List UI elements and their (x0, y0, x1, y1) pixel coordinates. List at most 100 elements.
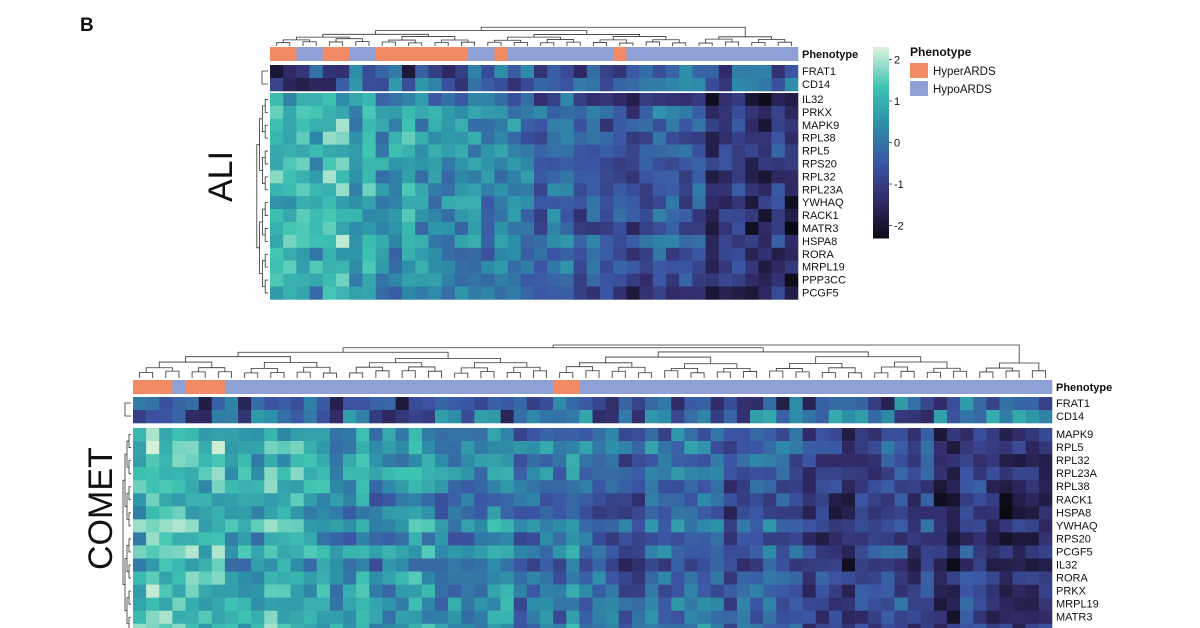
heatmap-cell (841, 545, 856, 559)
heatmap-cell (631, 597, 646, 611)
heatmap-cell (1025, 623, 1040, 628)
heatmap-cell (973, 397, 987, 411)
heatmap-cell (402, 247, 416, 261)
heatmap-cell (428, 157, 442, 171)
heatmap-cell (283, 209, 297, 223)
colorbar-segment (873, 104, 889, 108)
heatmap-cell (238, 519, 252, 533)
heatmap-cell (375, 209, 390, 223)
heatmap-cell (553, 410, 567, 424)
heatmap-cell (710, 558, 725, 572)
heatmap-cell (454, 196, 469, 210)
heatmap-cell (618, 480, 633, 494)
heatmap-cell (631, 467, 646, 481)
heatmap-cell (224, 545, 239, 559)
heatmap-cell (692, 183, 706, 197)
heatmap-cell (159, 584, 173, 598)
heatmap-cell (784, 105, 799, 120)
heatmap-cell (592, 623, 606, 628)
gene-label: RPL32 (802, 171, 836, 183)
heatmap-cell (710, 597, 725, 611)
heatmap-cell (894, 410, 908, 424)
heatmap-cell (277, 623, 291, 628)
heatmap-cell (626, 93, 640, 107)
heatmap-cell (375, 247, 390, 261)
heatmap-cell (881, 597, 895, 611)
heatmap-cell (454, 234, 469, 249)
phenotype-cell (745, 47, 759, 61)
heatmap-cell (461, 571, 475, 585)
heatmap-cell (705, 196, 720, 210)
heatmap-cell (356, 410, 370, 424)
dendrogram-branch (611, 370, 626, 378)
heatmap-cell (520, 260, 535, 274)
heatmap-cell (421, 506, 436, 520)
heatmap-cell (855, 519, 869, 533)
heatmap-cell (343, 441, 357, 455)
heatmap-cell (920, 410, 935, 424)
colorbar-segment (873, 158, 889, 163)
heatmap-cell (336, 209, 350, 223)
heatmap-cell (626, 209, 640, 223)
colorbar-segment (873, 161, 889, 166)
dendrogram-branch (342, 347, 764, 353)
heatmap-cell (679, 118, 693, 132)
heatmap-cell (573, 157, 588, 171)
heatmap-cell (684, 584, 698, 598)
heatmap-cell (652, 144, 667, 158)
colorbar-segment (873, 62, 889, 67)
phenotype-cell (579, 380, 593, 394)
heatmap-cell (652, 260, 667, 274)
heatmap-cell (631, 454, 646, 468)
heatmap-cell (172, 441, 186, 455)
heatmap-cell (697, 519, 711, 533)
heatmap-cell (671, 454, 685, 468)
heatmap-cell (283, 65, 297, 79)
heatmap-cell (907, 532, 922, 546)
heatmap-cell (626, 183, 640, 197)
heatmap-cell (481, 247, 495, 261)
heatmap-cell (375, 234, 390, 249)
heatmap-cell (736, 571, 751, 585)
heatmap-cell (566, 441, 580, 455)
heatmap-cell (481, 222, 495, 236)
heatmap-cell (303, 493, 318, 507)
heatmap-cell (520, 196, 535, 210)
heatmap-cell (600, 93, 614, 107)
heatmap-cell (224, 428, 239, 442)
heatmap-cell (362, 286, 376, 300)
heatmap-cell (369, 397, 383, 411)
heatmap-cell (1025, 532, 1040, 546)
heatmap-cell (1025, 410, 1040, 424)
heatmap-cell (316, 441, 331, 455)
dendrogram-branch (349, 372, 364, 378)
heatmap-cell (251, 397, 265, 411)
heatmap-cell (322, 222, 337, 236)
heatmap-cell (566, 480, 580, 494)
heatmap-cell (645, 519, 659, 533)
heatmap-cell (732, 247, 746, 261)
heatmap-cell (671, 410, 685, 424)
heatmap-cell (828, 410, 843, 424)
heatmap-cell (454, 209, 469, 223)
heatmap-cell (868, 441, 882, 455)
heatmap-cell (579, 519, 593, 533)
heatmap-cell (881, 493, 895, 507)
heatmap-cell (999, 571, 1013, 585)
heatmap-cell (349, 196, 363, 210)
dendrogram-branch (145, 367, 173, 373)
heatmap-cell (494, 260, 508, 274)
heatmap-cell (586, 196, 601, 210)
heatmap-cell (309, 170, 324, 184)
heatmap-comet-title: COMET (82, 447, 120, 570)
heatmap-cell (395, 545, 409, 559)
heatmap-cell (802, 558, 816, 572)
heatmap-cell (732, 170, 746, 184)
heatmap-cell (933, 610, 948, 625)
heatmap-cell (828, 480, 843, 494)
heatmap-cell (441, 286, 456, 300)
heatmap-cell (277, 467, 291, 481)
heatmap-cell (652, 105, 667, 120)
heatmap-cell (907, 410, 922, 424)
heatmap-cell (784, 65, 799, 79)
